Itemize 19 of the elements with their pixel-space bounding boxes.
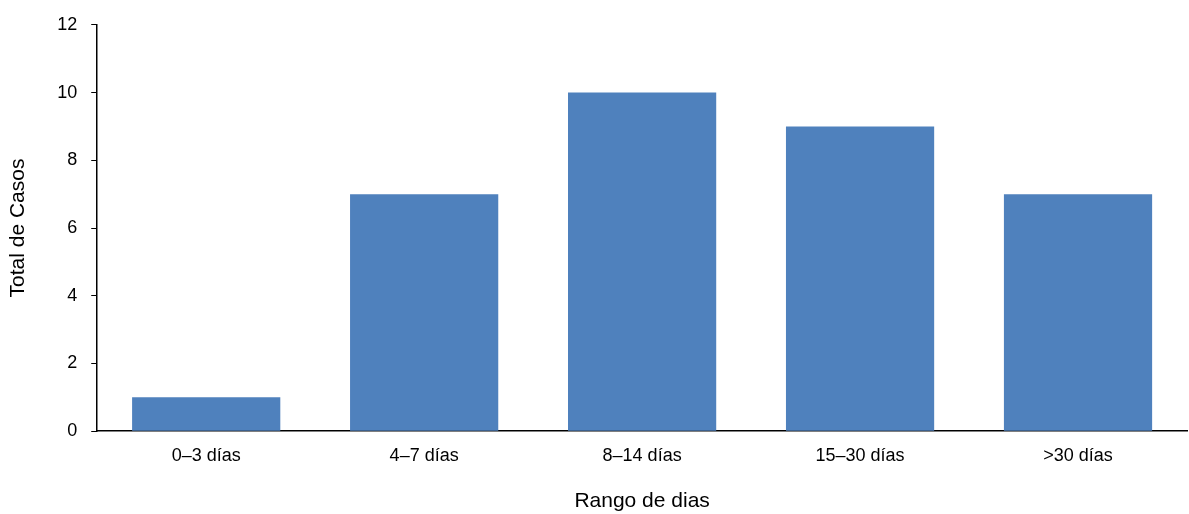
- y-tick-label: 8: [67, 149, 78, 170]
- bar: [568, 92, 717, 431]
- x-tick-label: 15–30 días: [815, 444, 905, 465]
- y-tick-label: 2: [67, 352, 78, 373]
- y-axis-title: Total de Casos: [5, 158, 29, 298]
- x-tick-label: 4–7 días: [389, 444, 459, 465]
- y-tick-label: 6: [67, 216, 78, 237]
- x-tick-label: 8–14 días: [602, 444, 682, 465]
- x-tick-label: 0–3 días: [171, 444, 241, 465]
- bar: [350, 194, 499, 431]
- bar: [132, 397, 281, 431]
- x-tick-label: >30 días: [1043, 444, 1113, 465]
- bar: [785, 126, 935, 431]
- y-tick-label: 0: [67, 420, 78, 441]
- x-axis-title: Rango de dias: [574, 488, 710, 512]
- y-tick-label: 12: [57, 13, 78, 34]
- y-tick-label: 10: [57, 81, 78, 102]
- y-tick-label: 4: [67, 284, 78, 305]
- bar: [1003, 194, 1153, 431]
